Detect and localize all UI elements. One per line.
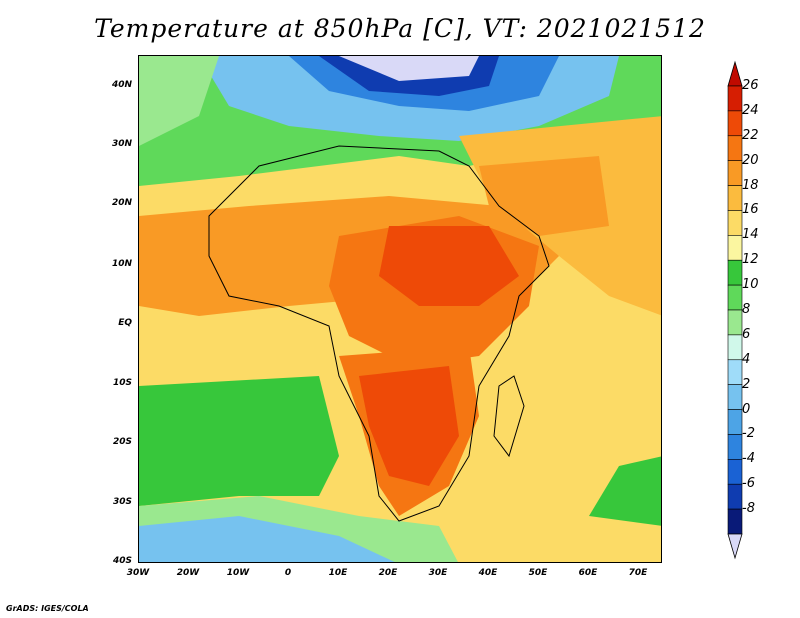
- colorbar-swatch: [727, 85, 743, 112]
- colorbar-label: -2: [742, 426, 755, 442]
- colorbar-swatch: [727, 309, 743, 336]
- lon-tick-70e: 70E: [628, 568, 648, 578]
- colorbar-swatch: [727, 409, 743, 435]
- colorbar-swatch: [727, 135, 743, 161]
- lon-tick-50e: 50E: [528, 568, 548, 578]
- lon-tick-20e: 20E: [378, 568, 398, 578]
- colorbar-label: 10: [742, 277, 759, 293]
- colorbar-swatch: [727, 259, 743, 286]
- colorbar-label: -6: [742, 476, 755, 492]
- colorbar-label: 16: [742, 202, 759, 218]
- lon-tick-40e: 40E: [478, 568, 498, 578]
- colorbar-swatch: [727, 483, 743, 510]
- map-title: Temperature at 850hPa [C], VT: 202102151…: [94, 14, 706, 43]
- lon-tick-20w: 20W: [176, 568, 200, 578]
- colorbar-label: 2: [742, 376, 751, 392]
- colorbar-label: 14: [742, 227, 759, 243]
- colorbar-label: -4: [742, 451, 755, 467]
- colorbar-swatch: [727, 235, 743, 261]
- region-europe-lightest: [339, 56, 479, 81]
- lon-tick-10e: 10E: [328, 568, 348, 578]
- colorbar-label: 26: [742, 78, 759, 93]
- credit-text: GrADS: IGES/COLA: [6, 604, 89, 613]
- colorbar-label: -8: [742, 501, 755, 517]
- lon-tick-30e: 30E: [428, 568, 448, 578]
- lat-tick-20n: 20N: [111, 198, 132, 208]
- region-atlantic-north: [139, 56, 219, 146]
- colorbar-swatch: [727, 110, 743, 137]
- temperature-map: [138, 55, 662, 563]
- colorbar-over-triangle: [727, 60, 743, 87]
- lat-tick-10s: 10S: [112, 378, 132, 388]
- colorbar-swatch: [727, 508, 743, 535]
- lat-tick-30s: 30S: [112, 497, 132, 507]
- colorbar-swatch: [727, 359, 743, 385]
- lat-tick-20s: 20S: [112, 437, 132, 447]
- region-indian-ocean-green: [589, 456, 661, 526]
- colorbar-label: 6: [742, 326, 751, 342]
- lon-tick-0: 0: [284, 568, 292, 578]
- colorbar-under-triangle: [727, 533, 743, 560]
- region-south-hotter: [359, 366, 459, 486]
- lat-tick-40n: 40N: [111, 80, 132, 90]
- colorbar-swatch: [727, 434, 743, 460]
- colorbar-label: 22: [742, 127, 759, 143]
- lat-tick-30n: 30N: [111, 139, 132, 149]
- colorbar-label: 12: [742, 252, 759, 268]
- map-canvas: [139, 56, 661, 562]
- madagascar-coastline: [493, 375, 525, 458]
- colorbar-label: 18: [742, 177, 759, 193]
- colorbar-swatch: [727, 459, 743, 485]
- colorbar-swatch: [727, 384, 743, 410]
- colorbar-label: 4: [742, 351, 751, 367]
- colorbar-swatch: [727, 210, 743, 236]
- lat-tick-eq: EQ: [118, 318, 132, 328]
- colorbar-label: 24: [742, 102, 759, 118]
- colorbar-swatch: [727, 185, 743, 211]
- lat-tick-40s: 40S: [112, 556, 132, 566]
- africa-coastline: [208, 145, 550, 522]
- lon-tick-30w: 30W: [126, 568, 150, 578]
- colorbar-swatch: [727, 160, 743, 186]
- lon-tick-60e: 60E: [578, 568, 598, 578]
- lon-tick-10w: 10W: [226, 568, 250, 578]
- lat-tick-10n: 10N: [111, 259, 132, 269]
- colorbar-label: 20: [742, 152, 759, 168]
- colorbar-label: 8: [742, 302, 751, 317]
- colorbar: [727, 60, 743, 560]
- colorbar-swatch: [727, 284, 743, 311]
- region-central-hotter: [379, 226, 519, 306]
- colorbar-label: 0: [742, 401, 751, 417]
- colorbar-swatch: [727, 334, 743, 361]
- region-south-atlantic: [139, 376, 339, 506]
- region-southern-ocean-blue: [139, 516, 395, 562]
